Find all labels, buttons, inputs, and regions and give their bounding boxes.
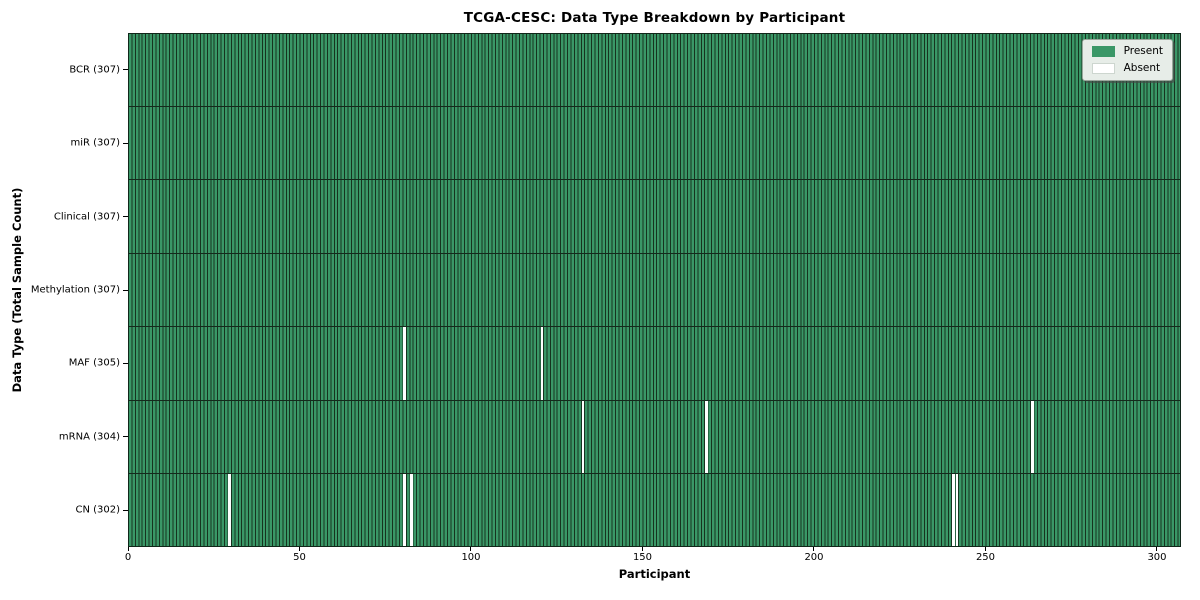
absent-cell-MAF-80 bbox=[403, 327, 406, 400]
x-tick-mark bbox=[641, 547, 643, 551]
x-tick-label-150: 150 bbox=[632, 552, 653, 563]
heatmap-row-CN bbox=[128, 474, 1181, 548]
x-tick-mark bbox=[298, 547, 300, 551]
y-tick-mark bbox=[123, 289, 128, 291]
x-tick-mark bbox=[1156, 547, 1158, 551]
absent-cell-CN-82 bbox=[410, 474, 413, 548]
absent-cell-CN-29 bbox=[228, 474, 231, 548]
x-tick-label-250: 250 bbox=[975, 552, 996, 563]
y-tick-mark bbox=[123, 509, 128, 511]
y-tick-label-Clinical: Clinical (307) bbox=[53, 211, 120, 223]
x-tick-label-100: 100 bbox=[461, 552, 481, 563]
y-tick-mark bbox=[123, 216, 128, 218]
y-tick-mark bbox=[123, 142, 128, 144]
legend: Present Absent bbox=[1081, 39, 1173, 81]
heatmap-row-Methylation bbox=[128, 253, 1181, 328]
x-tick-mark bbox=[127, 547, 129, 551]
x-tick-label-200: 200 bbox=[804, 552, 824, 563]
x-tick-label-300: 300 bbox=[1147, 552, 1167, 563]
chart-title: TCGA-CESC: Data Type Breakdown by Partic… bbox=[463, 10, 846, 26]
heatmap-row-Clinical bbox=[128, 180, 1181, 254]
heatmap-row-miR bbox=[128, 106, 1181, 181]
y-tick-label-Methylation: Methylation (307) bbox=[30, 284, 120, 296]
x-tick-mark bbox=[984, 547, 986, 551]
y-tick-label-miR: miR (307) bbox=[70, 137, 120, 149]
legend-entry-present: Present bbox=[1091, 45, 1163, 58]
x-axis-label: Participant bbox=[618, 567, 691, 581]
x-tick-label-50: 50 bbox=[293, 552, 306, 563]
present-swatch bbox=[1091, 46, 1115, 57]
y-tick-label-BCR: BCR (307) bbox=[69, 64, 120, 76]
y-tick-label-CN: CN (302) bbox=[75, 504, 120, 516]
x-tick-label-0: 0 bbox=[124, 552, 132, 563]
x-tick-mark bbox=[813, 547, 815, 551]
heatmap-row-MAF bbox=[128, 327, 1181, 401]
legend-label-present: Present bbox=[1123, 45, 1163, 58]
legend-label-absent: Absent bbox=[1123, 62, 1161, 75]
absent-swatch bbox=[1091, 63, 1115, 74]
y-tick-label-MAF: MAF (305) bbox=[68, 357, 120, 369]
y-tick-mark bbox=[123, 362, 128, 364]
y-tick-mark bbox=[123, 69, 128, 71]
absent-cell-mRNA-132 bbox=[581, 400, 585, 474]
absent-cell-CN-240 bbox=[952, 474, 955, 548]
heatmap-row-BCR bbox=[128, 33, 1181, 107]
y-tick-mark bbox=[123, 436, 128, 438]
legend-entry-absent: Absent bbox=[1091, 62, 1163, 75]
absent-cell-mRNA-263 bbox=[1031, 400, 1034, 474]
plot-area: Present Absent bbox=[127, 33, 1181, 551]
x-tick-mark bbox=[470, 547, 472, 551]
absent-cell-MAF-120 bbox=[540, 327, 544, 400]
heatmap-rows bbox=[128, 33, 1181, 548]
absent-cell-mRNA-168 bbox=[705, 400, 708, 474]
heatmap-row-mRNA bbox=[128, 400, 1181, 475]
y-tick-label-mRNA: mRNA (304) bbox=[58, 431, 120, 443]
absent-cell-CN-241 bbox=[955, 474, 959, 548]
absent-cell-CN-80 bbox=[403, 474, 406, 548]
